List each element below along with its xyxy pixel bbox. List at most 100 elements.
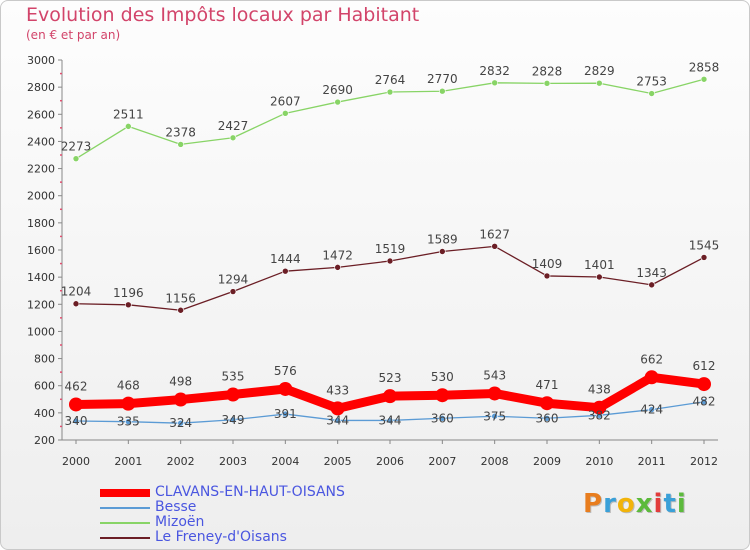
data-label-clavans: 576 (274, 364, 297, 378)
x-tick-label: 2010 (585, 455, 613, 468)
data-label-besse: 335 (117, 415, 140, 429)
data-label-clavans: 662 (640, 352, 663, 366)
series-point-besse (648, 406, 655, 413)
data-label-mizoen: 2829 (584, 64, 615, 78)
legend-label-clavans: CLAVANS-EN-HAUT-OISANS (155, 484, 345, 500)
series-point-mizoen (334, 98, 341, 106)
series-point-clavans (592, 400, 607, 415)
legend-swatch-mizoen (100, 522, 150, 524)
y-tick-label: 1200 (27, 298, 55, 311)
y-tick-label: 3000 (27, 54, 55, 67)
series-point-besse (229, 416, 237, 424)
x-tick-label: 2012 (690, 455, 718, 468)
data-label-freney: 1519 (375, 242, 406, 256)
data-label-besse: 382 (588, 408, 611, 422)
series-point-besse (72, 417, 80, 425)
x-tick-label: 2011 (638, 455, 666, 468)
series-point-besse (386, 417, 394, 424)
x-tick-label: 2009 (533, 455, 561, 468)
x-tick-label: 2007 (428, 455, 456, 468)
y-tick-label: 2200 (27, 163, 55, 176)
series-point-mizoen (491, 79, 498, 87)
data-label-clavans: 462 (65, 379, 88, 393)
series-point-clavans (644, 370, 659, 385)
series-point-freney (543, 272, 551, 280)
data-label-mizoen: 2753 (636, 75, 667, 89)
series-point-freney (648, 281, 655, 289)
data-label-besse: 340 (65, 414, 88, 428)
data-label-freney: 1444 (270, 252, 301, 266)
series-point-freney (177, 306, 184, 314)
series-point-mizoen (72, 155, 80, 162)
x-tick-label: 2004 (271, 455, 299, 468)
series-point-freney (125, 301, 132, 309)
legend-label-freney: Le Freney-d'Oisans (155, 529, 287, 545)
data-label-besse: 360 (536, 411, 559, 425)
data-label-clavans: 438 (588, 383, 611, 397)
logo-letter: t (663, 489, 677, 519)
series-point-mizoen (439, 87, 446, 95)
series-point-clavans (69, 397, 83, 412)
series-point-mizoen (648, 90, 655, 97)
legend-swatch-besse (100, 507, 150, 509)
series-point-mizoen (700, 75, 708, 83)
series-point-besse (491, 412, 498, 420)
data-label-freney: 1545 (689, 238, 720, 252)
data-label-clavans: 543 (483, 368, 506, 382)
data-label-freney: 1156 (165, 291, 196, 305)
data-label-mizoen: 2764 (375, 73, 406, 87)
data-label-freney: 1627 (479, 227, 510, 241)
data-label-freney: 1196 (113, 286, 144, 300)
series-point-clavans (173, 392, 188, 407)
series-point-freney (491, 243, 498, 250)
logo-letter: i (653, 489, 664, 519)
legend-swatch-freney (100, 537, 150, 539)
data-label-clavans: 530 (431, 370, 454, 384)
series-point-mizoen (596, 79, 603, 87)
y-tick-label: 2400 (27, 135, 55, 148)
data-label-freney: 1409 (532, 257, 563, 271)
series-point-besse (282, 410, 289, 418)
data-label-besse: 344 (379, 413, 402, 427)
legend-swatch-clavans (100, 489, 150, 497)
data-label-mizoen: 2832 (479, 64, 510, 78)
y-tick-label: 2000 (27, 190, 55, 203)
series-point-freney (282, 267, 289, 275)
y-tick-label: 800 (34, 353, 55, 366)
series-point-besse (177, 419, 184, 427)
logo-letter: P (583, 489, 604, 519)
y-tick-label: 400 (34, 407, 55, 420)
series-point-freney (229, 288, 237, 295)
x-tick-label: 2002 (167, 455, 195, 468)
logo-letter: i (676, 489, 687, 519)
series-point-freney (700, 254, 708, 261)
data-label-mizoen: 2607 (270, 94, 301, 108)
y-tick-label: 600 (34, 380, 55, 393)
data-label-freney: 1204 (61, 285, 92, 299)
data-label-mizoen: 2770 (427, 72, 458, 86)
series-point-mizoen (543, 80, 551, 87)
data-label-besse: 360 (431, 411, 454, 425)
logo-letter: r (603, 489, 617, 519)
x-tick-label: 2003 (219, 455, 247, 468)
data-label-clavans: 612 (693, 359, 716, 373)
series-point-mizoen (282, 110, 289, 117)
y-tick-label: 1000 (27, 325, 55, 338)
logo-letter: x (635, 489, 654, 519)
series-point-mizoen (177, 141, 184, 148)
series-point-mizoen (386, 88, 394, 96)
data-label-besse: 349 (222, 413, 245, 427)
x-tick-label: 2006 (376, 455, 404, 468)
proxiti-logo: Proxiti (583, 489, 687, 519)
data-label-freney: 1343 (636, 266, 667, 280)
y-tick-label: 200 (34, 434, 55, 447)
data-label-clavans: 468 (117, 379, 140, 393)
x-tick-label: 2008 (481, 455, 509, 468)
y-tick-label: 1600 (27, 244, 55, 257)
series-point-mizoen (125, 123, 132, 130)
data-label-besse: 482 (693, 395, 716, 409)
data-label-mizoen: 2378 (165, 125, 196, 139)
series-point-clavans (330, 401, 345, 416)
data-label-clavans: 535 (222, 370, 245, 384)
